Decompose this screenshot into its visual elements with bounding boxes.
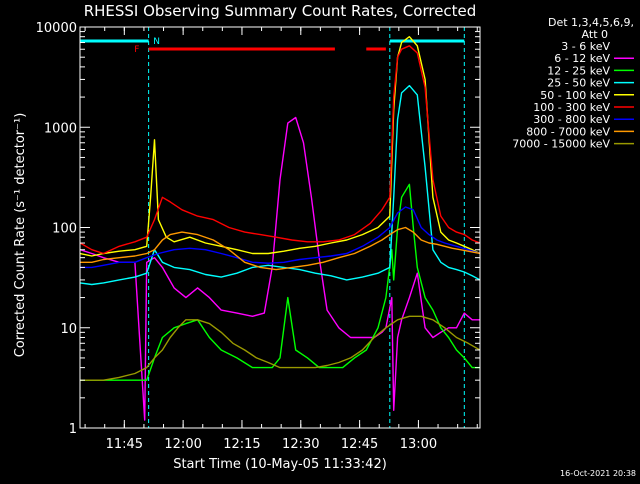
y-tick-label: 10000 (36, 21, 77, 36)
series-3 (80, 84, 480, 286)
x-tick-label: 11:45 (106, 437, 143, 452)
series-line-0 (80, 150, 480, 418)
series-4 (80, 36, 480, 257)
legend-label-3: 25 - 50 keV (547, 77, 610, 90)
series-5 (80, 45, 480, 255)
x-tick-label: 12:30 (282, 437, 319, 452)
x-tick-label: 12:15 (223, 437, 260, 452)
y-axis-label: Corrected Count Rate (s⁻¹ detector⁻¹) (13, 113, 28, 358)
x-tick-label: 12:00 (164, 437, 201, 452)
y-tick-label: 1 (69, 422, 77, 437)
y-tick-label: 100 (52, 222, 77, 237)
series-line-6 (80, 206, 480, 269)
x-tick-label: 13:00 (400, 437, 437, 452)
legend-label-2: 12 - 25 keV (547, 64, 610, 77)
series-0 (80, 150, 480, 418)
series-line-1 (80, 116, 480, 421)
plot-area: N F 11:45 12:00 12:15 12:30 12:45 13:00 1 10 100 10… (36, 21, 481, 452)
chart-title: RHESSI Observing Summary Count Rates, Co… (84, 2, 477, 20)
legend-label-8: 7000 - 15000 keV (512, 138, 610, 151)
legend-label-4: 50 - 100 keV (540, 89, 610, 102)
annotation-N: N (153, 37, 160, 47)
series-line-4 (80, 36, 480, 257)
legend-label-7: 800 - 7000 keV (526, 125, 610, 138)
y-tick-label: 1000 (44, 121, 77, 136)
series-line-7 (80, 226, 480, 271)
x-tick-label: 12:45 (341, 437, 378, 452)
legend-label-1: 6 - 12 keV (554, 52, 610, 65)
legend-label-0: 3 - 6 keV (561, 40, 610, 53)
series-6 (80, 206, 480, 269)
legend-header-line-1: Det 1,3,4,5,6,9, (548, 16, 634, 29)
y-tick-label: 10 (60, 322, 77, 337)
legend-label-6: 300 - 800 keV (533, 113, 610, 126)
series-line-8 (80, 315, 480, 381)
timestamp: 16-Oct-2021 20:38 (560, 469, 636, 478)
series-line-3 (80, 84, 480, 286)
series-7 (80, 226, 480, 271)
series-8 (80, 315, 480, 381)
annotation-F: F (134, 45, 139, 55)
legend-header-line-2: Att 0 (582, 28, 608, 41)
series-1 (80, 116, 480, 421)
x-axis-label: Start Time (10-May-05 11:33:42) (173, 457, 387, 472)
series-line-5 (80, 45, 480, 255)
legend-label-5: 100 - 300 keV (533, 101, 610, 114)
